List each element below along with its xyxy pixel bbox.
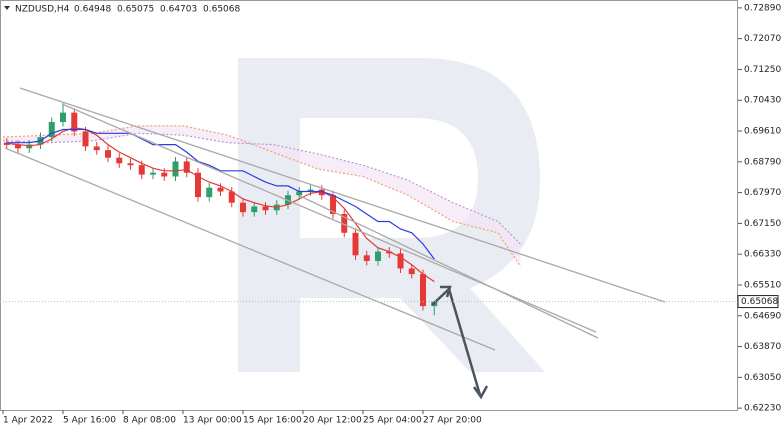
y-tick-label: 0.69610 <box>744 127 781 137</box>
y-tick-label: 0.66330 <box>744 250 781 260</box>
trend-lines <box>4 87 666 351</box>
y-tick-label: 0.62230 <box>744 404 781 414</box>
candle-body <box>172 161 179 177</box>
candle-body <box>296 191 303 196</box>
candle-body <box>386 251 393 254</box>
candle-body <box>150 172 156 175</box>
candle-body <box>397 253 404 269</box>
candle-body <box>82 131 89 147</box>
candle-body <box>71 112 78 132</box>
price-tag-label: 0.65068 <box>741 297 778 307</box>
cloud-line <box>2 125 521 267</box>
y-tick-label: 0.64690 <box>744 311 781 321</box>
candle-body <box>161 172 168 177</box>
y-tick-label: 0.72890 <box>744 3 781 13</box>
price-tag <box>737 295 779 309</box>
candle-body <box>93 146 100 151</box>
candle-body <box>330 195 336 215</box>
candle-body <box>307 189 314 192</box>
y-tick-label: 0.63870 <box>744 342 781 352</box>
y-tick-label: 0.70430 <box>744 96 781 106</box>
candle-body <box>352 232 359 256</box>
candle-body <box>195 172 201 198</box>
header-low: 0.64703 <box>160 5 197 15</box>
arrow-head <box>440 285 452 298</box>
indicator-line <box>6 128 435 260</box>
cloud-fill <box>3 125 521 267</box>
y-tick-label: 0.71250 <box>744 65 781 75</box>
candle-body <box>363 255 370 261</box>
trend-line <box>299 195 599 339</box>
y-tick-label: 0.63050 <box>744 373 781 383</box>
x-tick-label: 20 Apr 12:00 <box>303 416 362 426</box>
header-high: 0.65075 <box>117 5 154 15</box>
y-tick-label: 0.72070 <box>744 34 781 44</box>
candle-body <box>15 144 21 149</box>
y-tick-label: 0.65510 <box>744 280 781 290</box>
trend-line <box>19 87 666 303</box>
forecast-arrows <box>431 285 489 400</box>
menu-arrow[interactable] <box>4 6 10 10</box>
candle-body <box>262 206 269 211</box>
candle-body <box>138 165 145 175</box>
y-tick-label: 0.67970 <box>744 188 781 198</box>
indicator-line <box>6 127 435 283</box>
watermark <box>238 58 545 372</box>
x-tick-label: 25 Apr 04:00 <box>363 416 422 426</box>
symbol: NZDUSD,H4 <box>15 5 70 15</box>
trend-line <box>4 147 496 351</box>
x-tick-label: 15 Apr 16:00 <box>243 416 302 426</box>
cloud-line <box>2 132 521 245</box>
header-close: 0.65068 <box>203 5 240 15</box>
candle-body <box>48 122 55 138</box>
candle-body <box>217 187 224 192</box>
x-tick-label: 8 Apr 08:00 <box>123 416 176 426</box>
candle-body <box>228 191 235 203</box>
candle-body <box>375 251 381 261</box>
x-tick-label: 1 Apr 2022 <box>3 416 53 426</box>
candle-body <box>240 202 246 213</box>
candle-body <box>341 214 348 233</box>
y-tick-label: 0.68790 <box>744 157 781 167</box>
candle-body <box>206 187 213 198</box>
candle-body <box>251 206 258 213</box>
candle-body <box>420 274 426 307</box>
candle-body <box>183 161 190 173</box>
candle-body <box>60 112 66 123</box>
x-tick-label: 5 Apr 16:00 <box>63 416 116 426</box>
candle-body <box>105 150 111 158</box>
candle-body <box>3 142 10 145</box>
candle-body <box>116 157 123 164</box>
candle-body <box>127 163 134 166</box>
arrow-head <box>472 385 489 400</box>
x-tick-label: 27 Apr 20:00 <box>423 416 482 426</box>
candle-body <box>318 189 325 196</box>
candle-body <box>26 144 33 149</box>
x-tick-label: 13 Apr 00:00 <box>183 416 242 426</box>
y-tick-label: 0.67150 <box>744 219 781 229</box>
candle-body <box>408 268 415 275</box>
header-open: 0.64948 <box>74 5 111 15</box>
